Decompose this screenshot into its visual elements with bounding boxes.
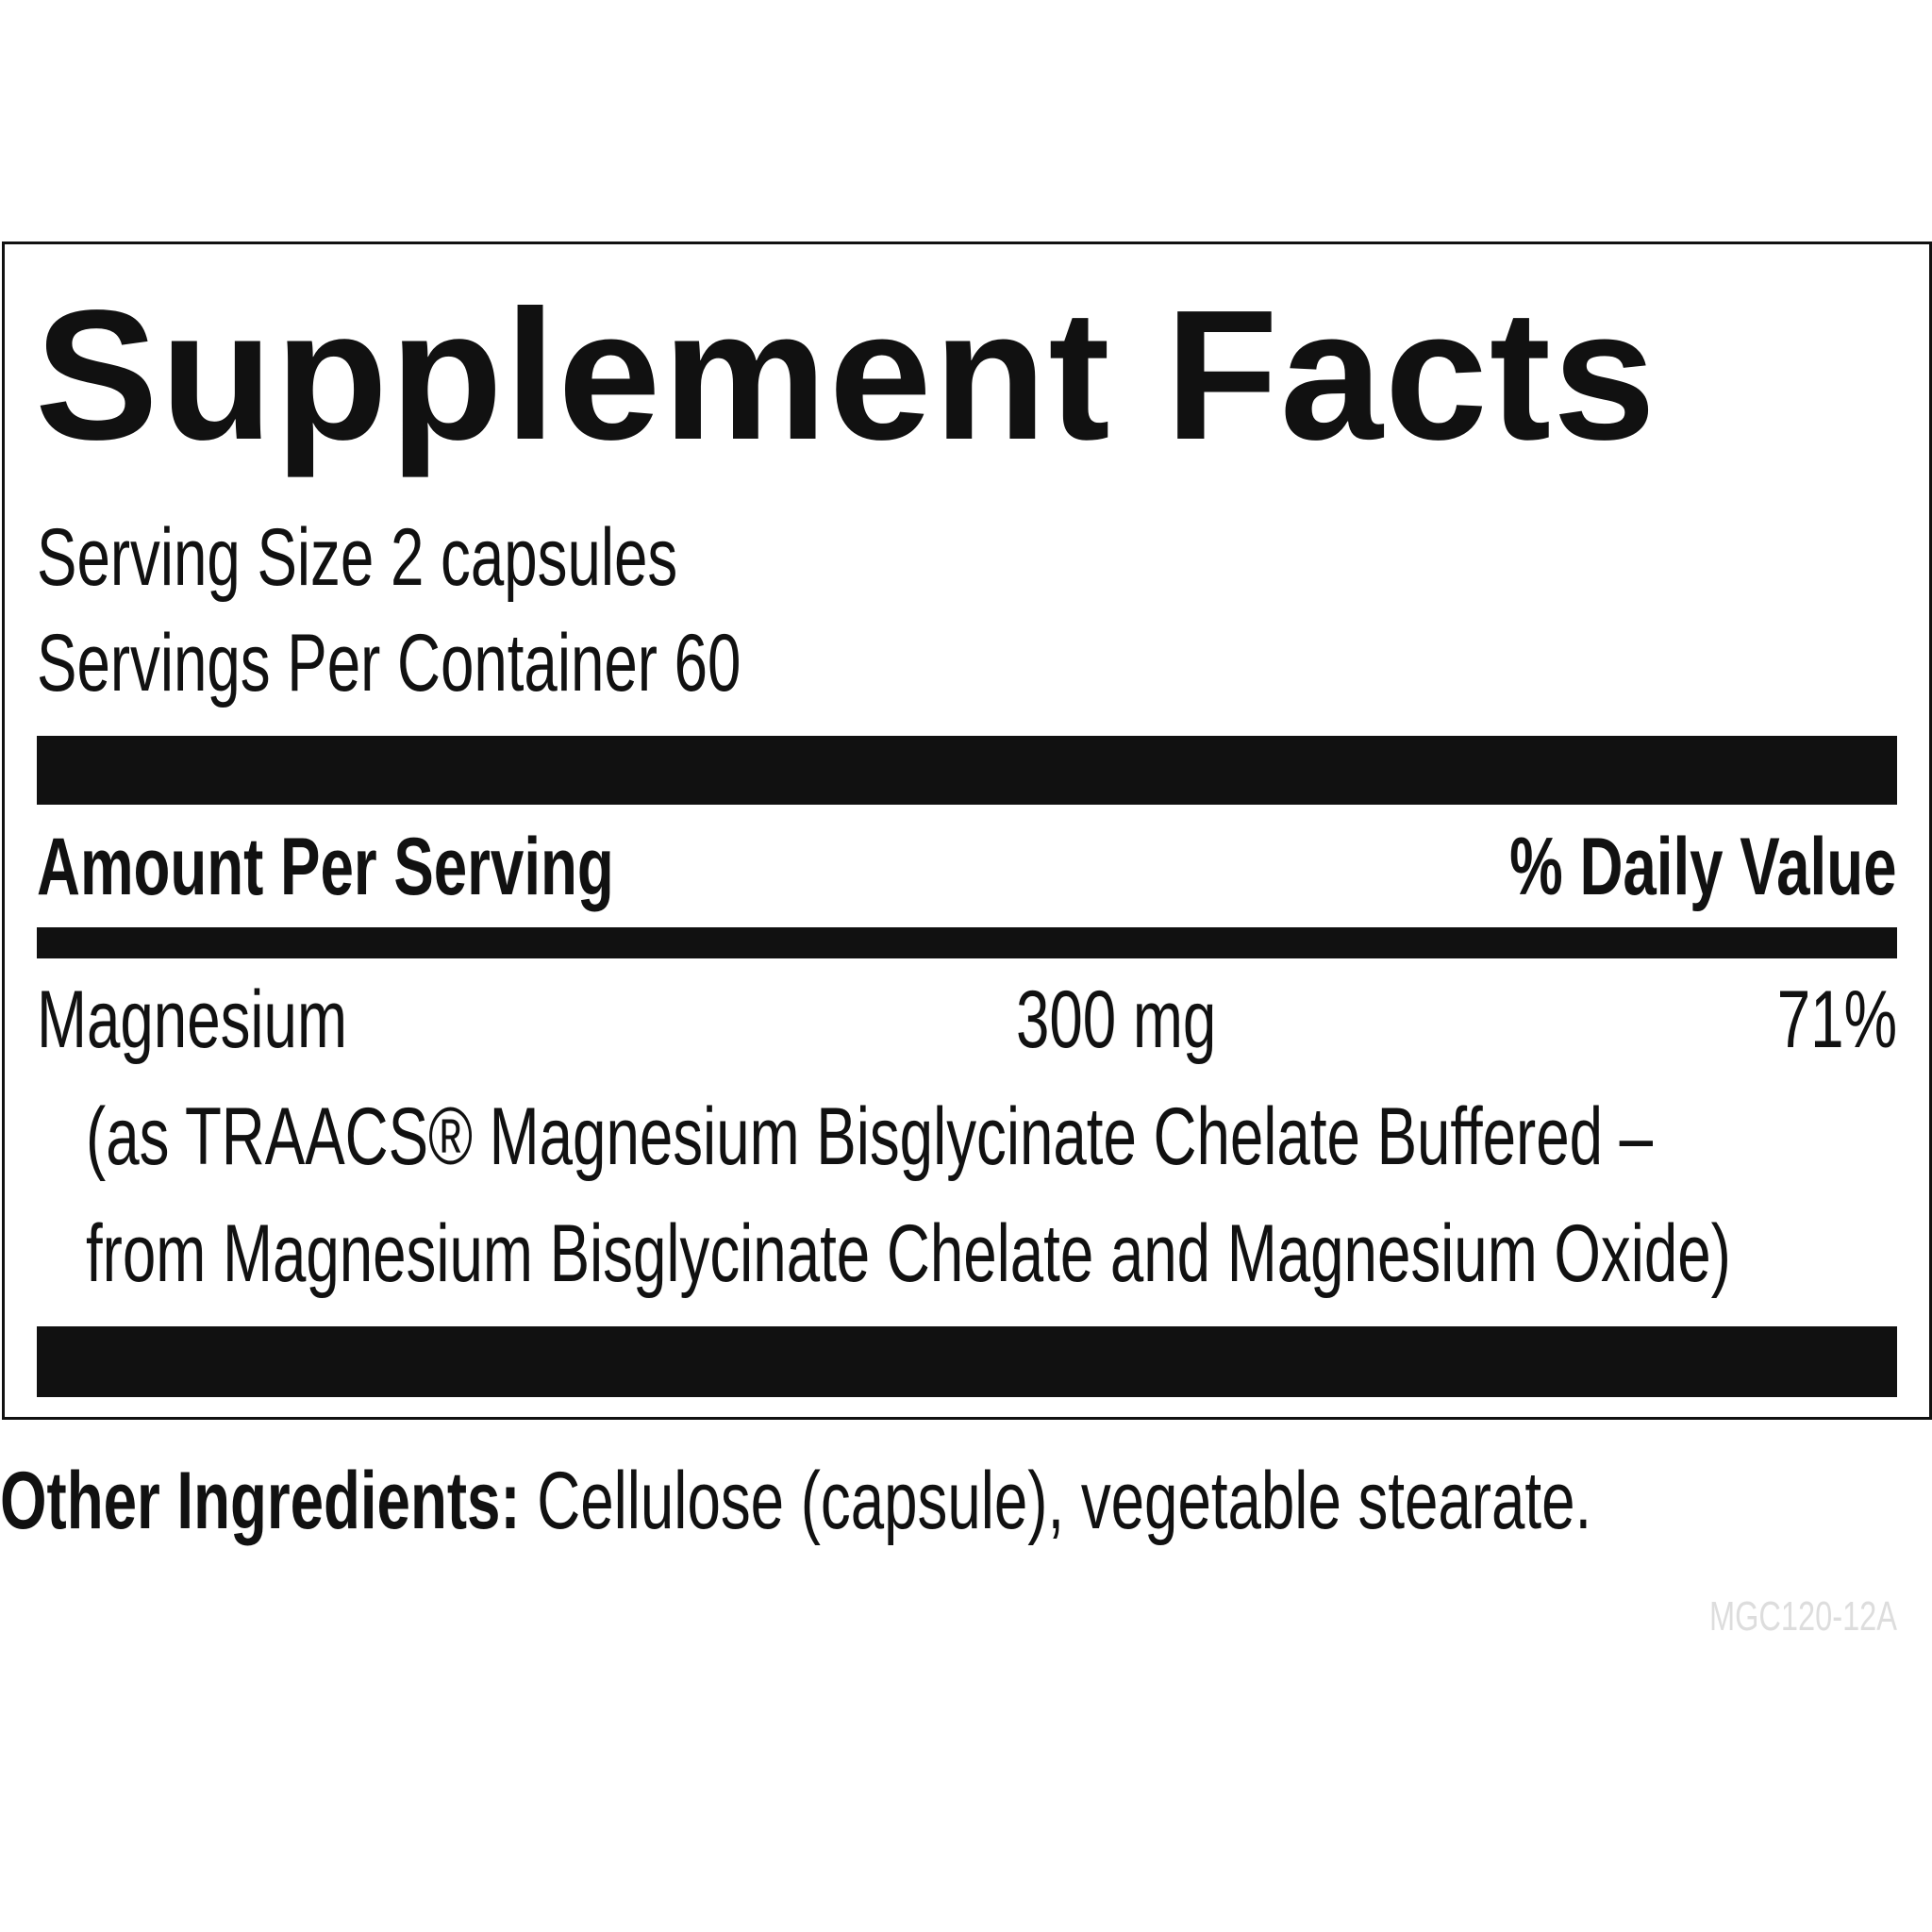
divider-medium	[37, 927, 1897, 958]
nutrient-daily-value: 71%	[1776, 974, 1897, 1065]
amount-per-serving-header: Amount Per Serving	[37, 822, 614, 912]
other-ingredients: Other Ingredients: Cellulose (capsule), …	[0, 1460, 1591, 1541]
divider-thick	[37, 736, 1897, 805]
supplement-facts-panel	[2, 242, 1932, 1420]
nutrient-source-line-2: from Magnesium Bisglycinate Chelate and …	[86, 1208, 1731, 1299]
panel-title: Supplement Facts	[35, 272, 1658, 478]
nutrient-amount: 300 mg	[1016, 974, 1217, 1065]
servings-per-container: Servings Per Container 60	[37, 618, 741, 708]
nutrient-name: Magnesium	[37, 974, 347, 1065]
product-code: MGC120-12A	[1708, 1593, 1897, 1640]
divider-thick-bottom	[37, 1326, 1897, 1397]
other-ingredients-text: Cellulose (capsule), vegetable stearate.	[520, 1456, 1592, 1546]
daily-value-header: % Daily Value	[1509, 822, 1897, 912]
nutrient-source-line-1: (as TRAACS® Magnesium Bisglycinate Chela…	[86, 1091, 1654, 1182]
other-ingredients-label: Other Ingredients:	[0, 1456, 521, 1546]
serving-size: Serving Size 2 capsules	[37, 512, 678, 603]
